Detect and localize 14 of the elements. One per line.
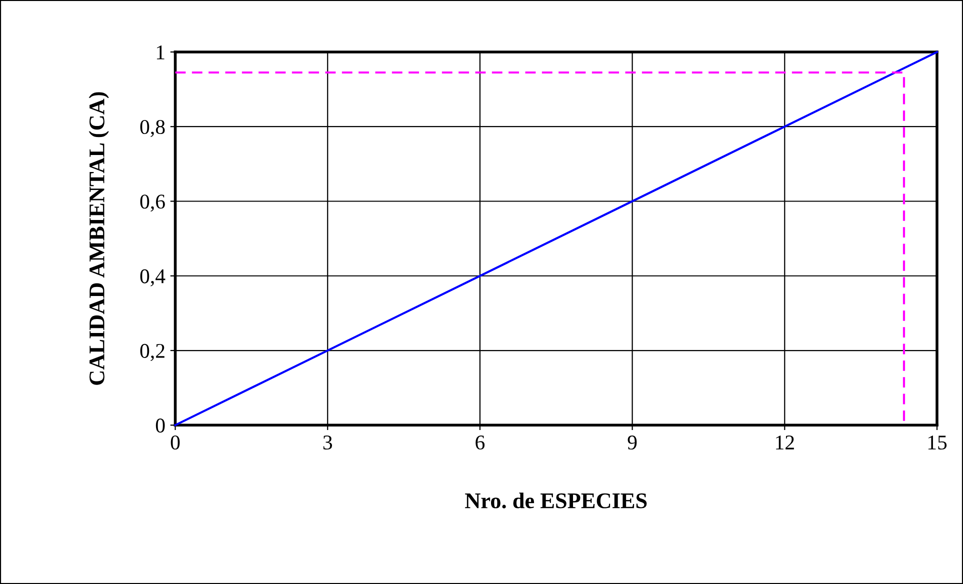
x-tick-label: 9	[628, 436, 637, 450]
x-axis-title: Nro. de ESPECIES	[465, 492, 647, 508]
x-tick-label: 15	[928, 436, 947, 450]
y-tick-label: 0,4	[140, 269, 166, 286]
x-tick-label: 6	[476, 436, 485, 450]
y-tick-label: 0	[156, 418, 165, 433]
x-tick-label: 0	[170, 435, 180, 450]
x-tick-label: 3	[323, 436, 332, 450]
y-tick-label: 1	[156, 45, 164, 60]
y-tick-label: 0,2	[140, 344, 164, 361]
y-tick-label: 0,6	[140, 194, 165, 212]
y-axis-title: CALIDAD AMBIENTAL (CA)	[88, 92, 109, 385]
y-tick-label: 0,8	[140, 120, 165, 138]
x-tick-label: 12	[776, 436, 794, 450]
